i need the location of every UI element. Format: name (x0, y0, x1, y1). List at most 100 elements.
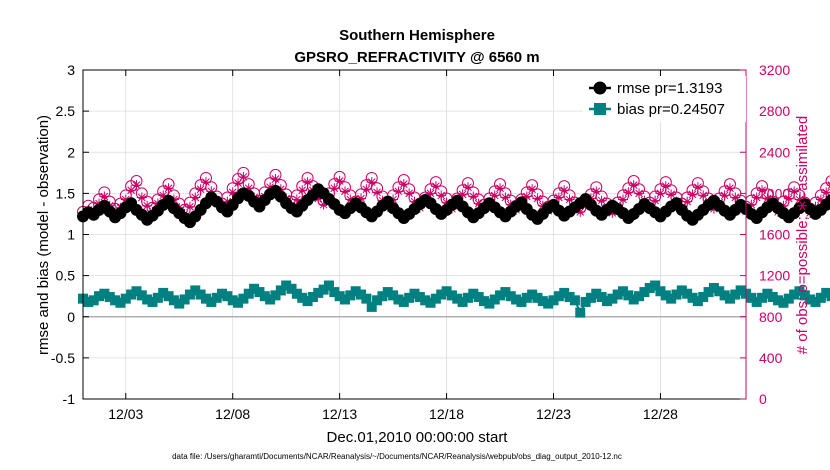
assimilated-obs-marker (425, 188, 436, 199)
bias-marker (489, 294, 500, 305)
assimilated-obs-marker (200, 177, 211, 188)
bias-marker (666, 293, 677, 304)
legend-box (583, 76, 746, 122)
bias-marker (692, 296, 703, 307)
assimilated-obs-marker (291, 194, 302, 205)
bias-marker (430, 293, 441, 304)
bias-marker (505, 291, 516, 302)
assimilated-obs-marker (618, 194, 629, 205)
assimilated-obs-marker (468, 191, 479, 202)
bias-marker (350, 286, 361, 297)
bias-marker (388, 290, 399, 301)
bias-marker (564, 292, 575, 303)
y2-tick-label: 2000 (759, 185, 790, 201)
bias-marker (639, 287, 650, 298)
bias-marker (249, 283, 260, 294)
bias-marker (297, 292, 308, 303)
bias-marker (398, 296, 409, 307)
bias-marker (254, 287, 265, 298)
bias-marker (821, 287, 830, 298)
bias-marker (377, 291, 388, 302)
assimilated-obs-marker (553, 192, 564, 203)
assimilated-obs-marker (815, 194, 826, 205)
bias-marker (660, 290, 671, 301)
assimilated-obs-marker (457, 189, 468, 200)
bias-marker (345, 290, 356, 301)
assimilated-obs-marker (404, 188, 415, 199)
bias-marker (115, 297, 126, 308)
y-tick-label: 2.5 (56, 103, 76, 119)
bias-marker (618, 286, 629, 297)
assimilated-obs-marker (596, 195, 607, 206)
bias-marker (596, 292, 607, 303)
assimilated-obs-marker (532, 193, 543, 204)
bias-marker (302, 296, 313, 307)
bias-marker (468, 288, 479, 299)
assimilated-obs-marker (564, 194, 575, 205)
assimilated-obs-marker (623, 187, 634, 198)
bias-marker (329, 287, 340, 298)
assimilated-obs-marker (698, 190, 709, 201)
x-axis-ticks: 12/03 12/08 12/13 12/18 12/23 12/28 (108, 70, 678, 422)
bias-marker (585, 292, 596, 303)
assimilated-obs-marker (660, 181, 671, 192)
bias-marker (714, 286, 725, 297)
bias-marker (500, 287, 511, 298)
bias-marker (746, 292, 757, 303)
bias-marker (730, 289, 741, 300)
y-tick-label: 3 (67, 62, 75, 78)
y-tick-label: 0 (67, 309, 75, 325)
bias-marker (751, 296, 762, 307)
bias-marker (142, 294, 153, 305)
assimilated-obs-marker (238, 171, 249, 182)
bias-marker (676, 285, 687, 296)
bias-marker (436, 289, 447, 300)
bias-marker (270, 290, 281, 301)
legend-bias-label: bias pr=0.24507 (617, 101, 725, 118)
bias-marker (265, 294, 276, 305)
bias-marker (473, 292, 484, 303)
legend-rmse-marker (593, 81, 607, 95)
bias-marker (227, 295, 238, 306)
bias-marker (259, 291, 270, 302)
bias-marker (623, 290, 634, 301)
bias-marker (195, 289, 206, 300)
possible-obs-marker (825, 175, 830, 187)
y2-axis-label: # of obs: o=possible; ∗=assimilated (794, 116, 811, 355)
bias-marker (521, 292, 532, 303)
assimilated-obs-marker (265, 182, 276, 193)
assimilated-obs-marker (190, 192, 201, 203)
bias-marker (168, 295, 179, 306)
assimilated-obs-marker (794, 194, 805, 205)
bias-marker (281, 280, 292, 291)
assimilated-obs-marker (345, 194, 356, 205)
x-tick-label: 12/23 (536, 406, 571, 422)
assimilated-obs-marker (195, 184, 206, 195)
bias-marker (698, 292, 709, 303)
assimilated-obs-marker (655, 188, 666, 199)
rmse-marker (825, 194, 830, 206)
y-tick-label: 1 (67, 227, 75, 243)
bias-marker (217, 288, 228, 299)
x-axis-label: Dec.01,2010 00:00:00 start (327, 429, 509, 446)
bias-marker (238, 293, 249, 304)
assimilated-obs-marker (436, 190, 447, 201)
assimilated-obs-marker (489, 190, 500, 201)
assimilated-obs-marker (227, 187, 238, 198)
bias-marker (773, 295, 784, 306)
bias-marker (131, 286, 142, 297)
assimilated-obs-marker (730, 192, 741, 203)
bias-marker (88, 295, 99, 306)
assimilated-obs-marker (430, 181, 441, 192)
bias-marker (644, 282, 655, 293)
bias-marker (543, 298, 554, 309)
assimilated-obs-marker (313, 193, 324, 204)
bias-marker (152, 292, 163, 303)
bias-marker (527, 289, 538, 300)
x-tick-label: 12/18 (429, 406, 464, 422)
bias-marker (441, 286, 452, 297)
bias-series (78, 280, 830, 318)
bias-marker (783, 293, 794, 304)
y-tick-label: -0.5 (51, 350, 75, 366)
